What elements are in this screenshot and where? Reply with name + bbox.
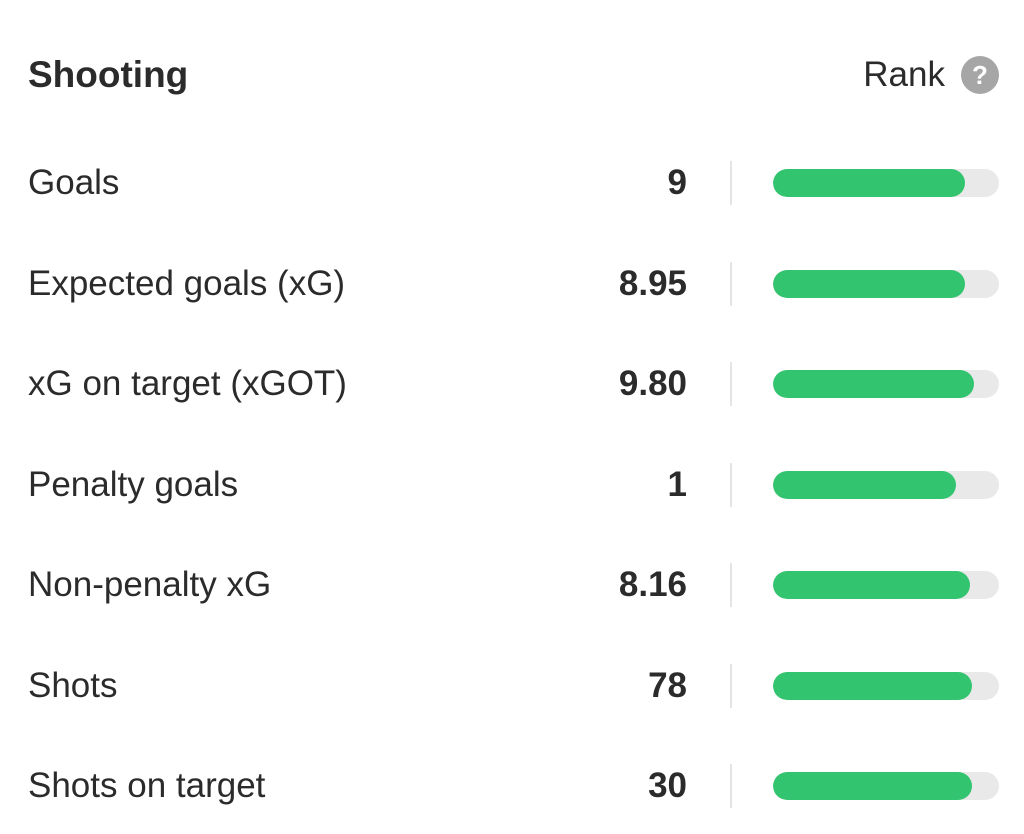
rank-bar-fill xyxy=(773,169,966,198)
column-divider xyxy=(730,563,732,608)
stat-value: 1 xyxy=(667,464,687,504)
column-divider xyxy=(730,161,732,206)
stat-label: Shots xyxy=(28,665,118,705)
rank-bar-track xyxy=(773,671,999,700)
stat-row: Penalty goals 1 xyxy=(0,435,1024,536)
column-divider xyxy=(730,663,732,708)
section-title: Shooting xyxy=(28,54,189,95)
stat-value: 8.16 xyxy=(618,565,687,605)
rank-bar-fill xyxy=(773,370,975,399)
stat-value: 78 xyxy=(648,665,687,705)
stat-value: 8.95 xyxy=(618,263,687,303)
column-divider xyxy=(730,362,732,407)
rank-label: Rank xyxy=(863,55,945,94)
column-divider xyxy=(730,261,732,306)
stat-label: Shots on target xyxy=(28,766,266,806)
rank-bar-track xyxy=(773,370,999,399)
stat-row: Goals 9 xyxy=(0,133,1024,234)
rank-bar-track xyxy=(773,269,999,298)
rank-bar-track xyxy=(773,169,999,198)
stat-row: Non-penalty xG 8.16 xyxy=(0,535,1024,636)
stat-value: 9.80 xyxy=(618,364,687,404)
stat-label: xG on target (xGOT) xyxy=(28,364,347,404)
stat-row: xG on target (xGOT) 9.80 xyxy=(0,334,1024,435)
section-header: Shooting Rank ? xyxy=(28,50,999,100)
rank-header: Rank ? xyxy=(863,55,999,95)
column-divider xyxy=(730,764,732,809)
rank-bar-track xyxy=(773,772,999,801)
stat-label: Non-penalty xG xyxy=(28,565,272,605)
stat-label: Expected goals (xG) xyxy=(28,263,346,303)
stats-list: Goals 9 Expected goals (xG) 8.95 xG on targe… xyxy=(0,133,1024,834)
stat-label: Goals xyxy=(28,163,120,203)
stat-label: Penalty goals xyxy=(28,464,239,504)
column-divider xyxy=(730,462,732,507)
stat-value: 9 xyxy=(667,163,687,203)
rank-bar-track xyxy=(773,470,999,499)
rank-bar-fill xyxy=(773,571,970,600)
rank-bar-fill xyxy=(773,772,972,801)
help-icon[interactable]: ? xyxy=(961,56,999,94)
stat-row: Shots on target 30 xyxy=(0,736,1024,834)
rank-bar-fill xyxy=(773,269,966,298)
rank-bar-track xyxy=(773,571,999,600)
stat-value: 30 xyxy=(648,766,687,806)
rank-bar-fill xyxy=(773,671,972,700)
stat-row: Expected goals (xG) 8.95 xyxy=(0,234,1024,335)
rank-bar-fill xyxy=(773,470,957,499)
stat-row: Shots 78 xyxy=(0,636,1024,737)
